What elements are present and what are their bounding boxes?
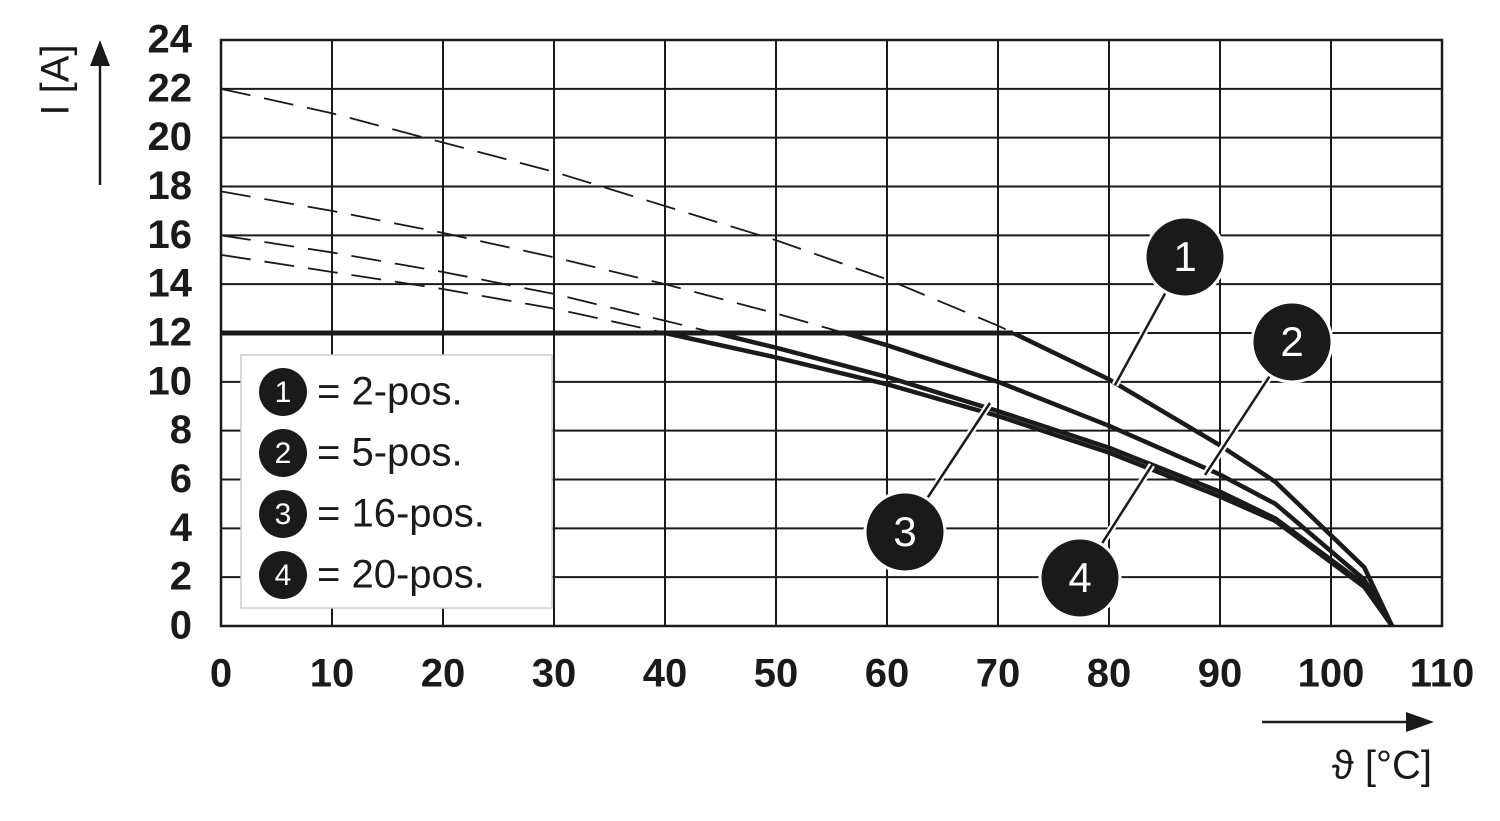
y-tick-label: 4 [170, 506, 193, 550]
x-tick-label: 100 [1298, 652, 1365, 696]
callout-badge [1143, 215, 1227, 299]
x-tick-label: 60 [865, 652, 910, 696]
curve-theoretical [220, 253, 670, 333]
x-axis-label: ϑ [°C] [1332, 744, 1432, 788]
y-tick-label: 20 [148, 115, 193, 159]
legend-number: 3 [275, 498, 292, 531]
legend: 1 = 2-pos. 2 = 5-pos. 3 = 16-pos. 4 = 20-pos. [259, 368, 485, 599]
curve-theoretical [220, 190, 848, 333]
y-tick-label: 22 [148, 66, 193, 110]
y-tick-label: 16 [148, 213, 193, 257]
x-tick-label: 30 [532, 652, 577, 696]
callout-badge [863, 490, 947, 574]
legend-badge [259, 551, 307, 599]
callout-number: 1 [1173, 233, 1196, 280]
x-tick-label: 10 [310, 652, 355, 696]
legend-label: = 5-pos. [317, 431, 463, 475]
x-tick-label: 20 [421, 652, 466, 696]
legend-label: = 2-pos. [317, 370, 463, 414]
y-axis-label: I [A] [34, 44, 78, 115]
y-tick-label: 14 [148, 262, 193, 306]
legend-badge [259, 490, 307, 538]
callout-number: 2 [1280, 318, 1303, 365]
callouts: 1 2 3 4 [863, 215, 1334, 620]
y-tick-label: 12 [148, 311, 193, 355]
y-tick-label: 10 [148, 359, 193, 403]
curve [654, 333, 1394, 628]
curve-theoretical [220, 87, 1016, 333]
x-tick-label: 70 [976, 652, 1021, 696]
x-tick-label: 90 [1198, 652, 1243, 696]
curve [1007, 333, 1395, 627]
x-tick-label: 50 [754, 652, 799, 696]
curve-theoretical [220, 234, 720, 333]
callout-badge [1038, 536, 1122, 620]
legend-label: = 20-pos. [317, 553, 485, 597]
legend-label: = 16-pos. [317, 492, 485, 536]
y-tick-label: 8 [170, 408, 192, 452]
y-tick-label: 0 [170, 604, 192, 648]
x-tick-label: 40 [643, 652, 688, 696]
x-tick-label: 110 [1410, 652, 1475, 696]
callout-number: 3 [893, 508, 916, 555]
callout-badge [1250, 300, 1334, 384]
legend-badge [259, 429, 307, 477]
callout-number: 4 [1068, 554, 1091, 601]
legend-number: 4 [275, 559, 292, 592]
curves [220, 87, 1395, 628]
x-arrow-head [1406, 712, 1434, 732]
x-tick-label: 80 [1087, 652, 1132, 696]
y-arrow-head [90, 40, 110, 66]
legend-number: 1 [275, 376, 292, 409]
y-tick-label: 18 [148, 164, 193, 208]
curve [836, 333, 1394, 628]
y-tick-label: 2 [170, 555, 192, 599]
legend-badge [259, 368, 307, 416]
x-tick-label: 0 [210, 652, 232, 696]
y-tick-label: 6 [170, 457, 192, 501]
legend-number: 2 [275, 437, 292, 470]
y-tick-label: 24 [148, 18, 193, 62]
